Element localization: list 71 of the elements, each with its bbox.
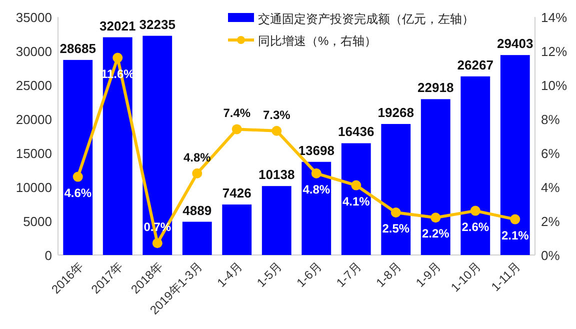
data-label: 32235: [139, 16, 176, 32]
data-label: 26267: [457, 57, 494, 72]
bar: [222, 204, 252, 255]
y2-tick-label: 12%: [541, 44, 568, 59]
data-label: 22918: [418, 80, 454, 96]
point: [510, 214, 520, 224]
data-label: 2.5%: [382, 222, 410, 236]
point: [272, 126, 282, 136]
bar: [302, 162, 332, 255]
data-label: 4.8%: [183, 150, 212, 164]
data-label: 4.1%: [342, 194, 370, 208]
data-label: 29403: [497, 36, 534, 52]
x-tick-label: 1-4月: [214, 259, 245, 290]
x-tick-label: 1-5月: [254, 259, 285, 290]
y-tick-label: 10000: [16, 180, 52, 195]
y2-tick-label: 14%: [541, 10, 568, 25]
point: [390, 208, 401, 218]
bar: [262, 186, 292, 255]
x-tick-label: 1-7月: [334, 259, 364, 290]
x-tick-label: 1-11月: [488, 259, 524, 294]
legend-label: 交通固定资产投资完成额（亿元，左轴）: [258, 12, 474, 26]
legend-label: 同比增速（%，右轴）: [258, 34, 377, 48]
y-tick-label: 15000: [16, 146, 52, 161]
y2-tick-label: 4%: [541, 180, 560, 195]
y2-tick-label: 6%: [541, 146, 560, 161]
bar: [500, 55, 530, 255]
data-label: 7.4%: [223, 106, 251, 120]
point: [232, 124, 242, 134]
y-tick-label: 25000: [16, 78, 52, 93]
data-label: 4.8%: [302, 182, 330, 196]
y2-tick-label: 0%: [541, 248, 560, 263]
data-label: 7426: [222, 186, 252, 201]
y-tick-label: 30000: [16, 44, 52, 59]
data-label: 7.3%: [262, 108, 291, 122]
bar: [63, 60, 93, 255]
data-label: 19268: [378, 104, 414, 120]
point: [351, 180, 362, 190]
point: [152, 238, 162, 248]
data-label: 13698: [298, 142, 334, 158]
y-tick-label: 5000: [23, 214, 52, 229]
data-label: 4.6%: [64, 186, 92, 200]
point: [72, 172, 83, 182]
point: [192, 168, 202, 178]
bar: [420, 99, 450, 255]
x-tick-label: 1-6月: [294, 259, 324, 290]
x-tick-label: 1-9月: [413, 259, 444, 290]
bar: [460, 76, 490, 255]
point: [311, 168, 322, 178]
bar: [381, 124, 411, 255]
y2-tick-label: 10%: [541, 78, 568, 93]
y2-tick-label: 2%: [541, 214, 560, 229]
data-label: 16436: [338, 124, 374, 140]
data-label: 28685: [60, 40, 96, 56]
bar: [341, 143, 371, 255]
data-label: 4889: [182, 202, 212, 218]
point: [470, 206, 480, 216]
bar: [102, 37, 132, 255]
data-label: 2.1%: [501, 228, 530, 242]
data-label: 2.2%: [422, 226, 450, 241]
y-tick-label: 35000: [16, 10, 52, 25]
y-tick-label: 0: [44, 248, 52, 263]
bar: [182, 222, 212, 255]
data-label: 32021: [100, 18, 136, 34]
bar: [142, 36, 172, 255]
data-label: 10138: [258, 167, 295, 182]
data-label: 2.6%: [462, 220, 490, 234]
x-tick-label: 1-8月: [373, 259, 404, 290]
y2-tick-label: 8%: [541, 112, 560, 127]
point: [430, 212, 441, 223]
y-tick-label: 20000: [16, 112, 52, 127]
point: [112, 52, 123, 63]
